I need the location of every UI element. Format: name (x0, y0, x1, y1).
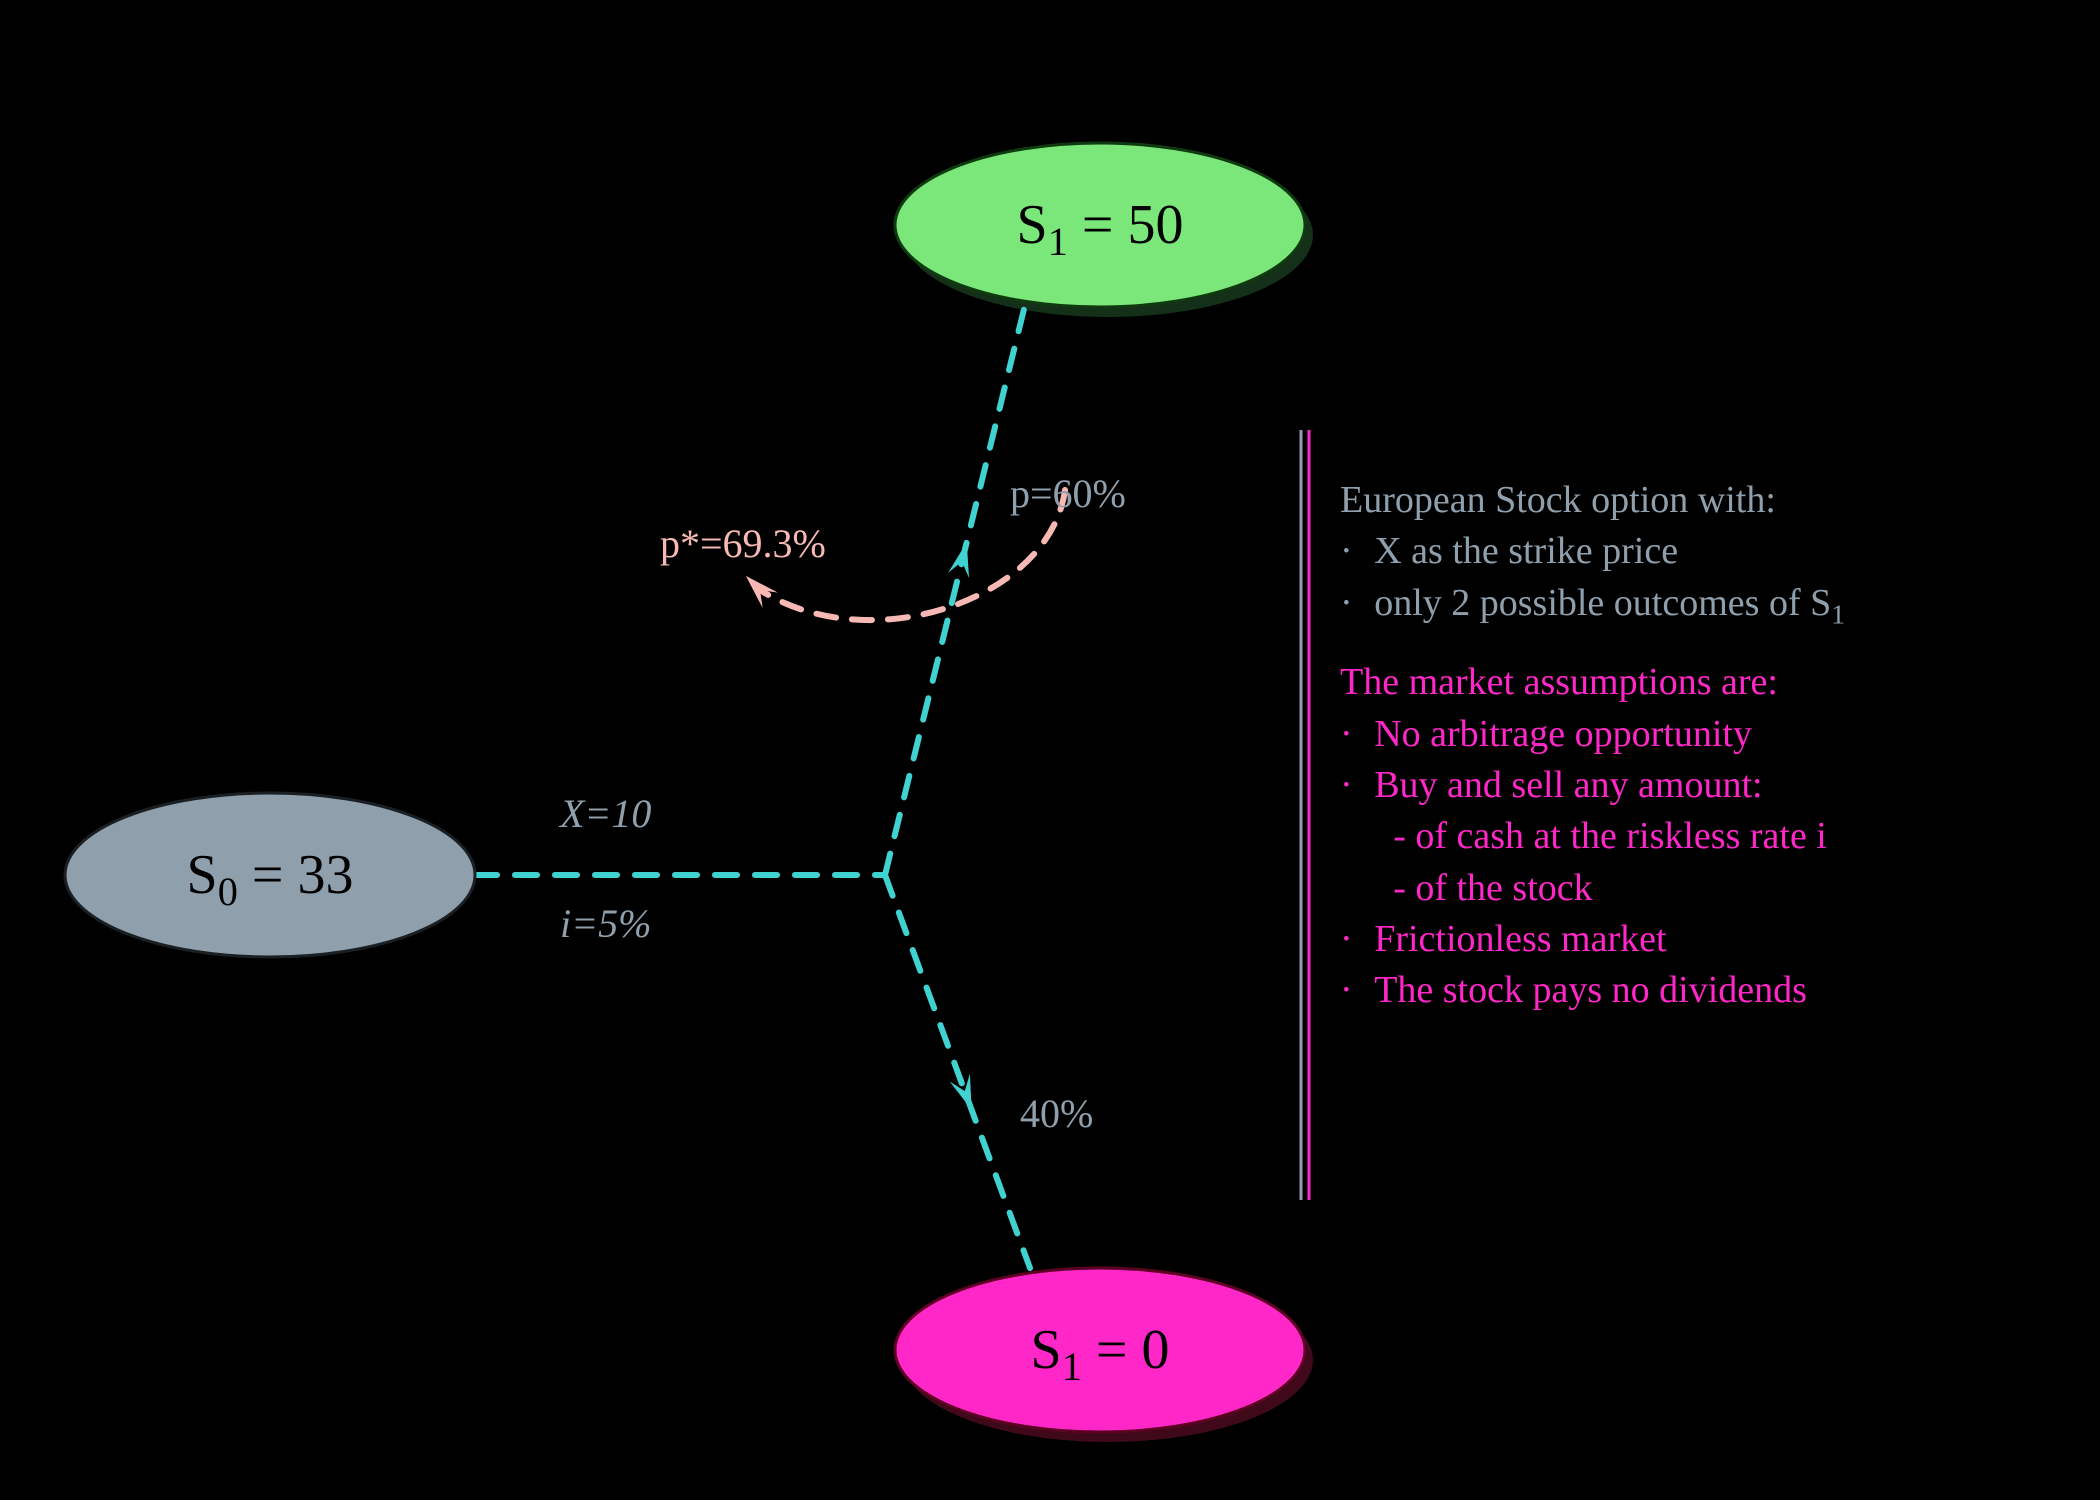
edge-junction-up (885, 305, 1025, 875)
sub-assumption-1: - of cash at the riskless rate i (1340, 811, 1845, 862)
assumption-2: ·Buy and sell any amount: (1340, 760, 1845, 811)
intro-item-2: ·only 2 possible outcomes of S1 (1340, 578, 1845, 629)
label-X: X=10 (560, 790, 651, 837)
label-q: 40% (1020, 1090, 1093, 1137)
assumption-3: ·Frictionless market (1340, 914, 1845, 965)
node-up-label: S1 = 50 (1017, 193, 1184, 257)
edge-junction-down (885, 875, 1030, 1268)
node-root-label: S0 = 33 (187, 843, 354, 907)
node-down-label: S1 = 0 (1031, 1318, 1170, 1382)
label-pstar: p*=69.3% (660, 520, 826, 567)
intro-title: European Stock option with: (1340, 475, 1845, 526)
assumption-4: ·The stock pays no dividends (1340, 965, 1845, 1016)
arrow-up (948, 542, 969, 578)
label-i: i=5% (560, 900, 651, 947)
intro-item-1: ·X as the strike price (1340, 526, 1845, 577)
sub-assumption-2: - of the stock (1340, 863, 1845, 914)
diagram-canvas: S0 = 33 S1 = 50 S1 = 0 X=10 i=5% p=60% p… (0, 0, 2100, 1500)
label-p: p=60% (1010, 470, 1126, 517)
side-text-block: European Stock option with:·X as the str… (1340, 475, 1845, 1016)
assumption-1: ·No arbitrage opportunity (1340, 709, 1845, 760)
assumptions-title: The market assumptions are: (1340, 657, 1845, 708)
